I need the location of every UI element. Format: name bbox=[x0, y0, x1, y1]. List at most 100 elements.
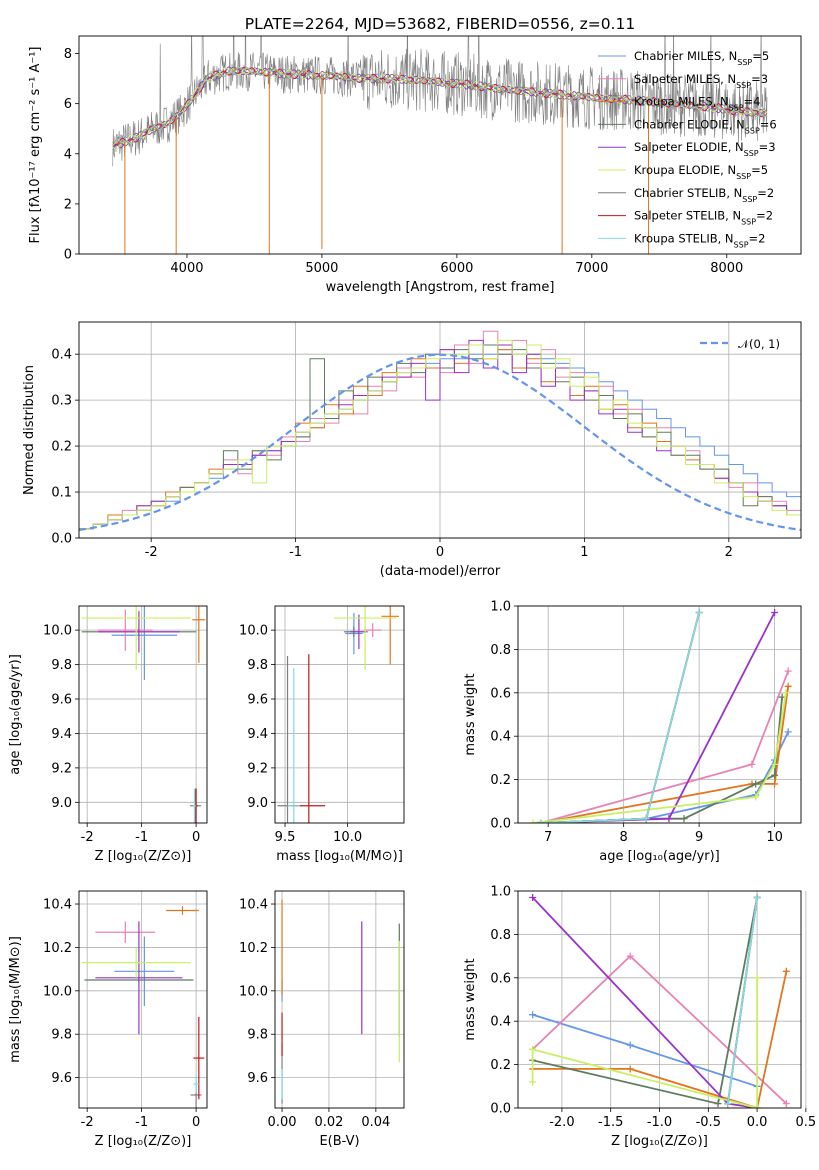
y-tick-label: 9.6 bbox=[247, 693, 268, 708]
legend-count: =6 bbox=[760, 117, 777, 131]
plot-area bbox=[281, 899, 400, 1104]
mass-vs-metallicity-chart: -2 -1 0 9.6 9.8 10.0 10.2 10.4 Z [log₁₀(Z/Z⊙)] ma… bbox=[8, 890, 208, 1149]
x-tick-label: -1 bbox=[135, 1115, 148, 1130]
spectrum-line bbox=[112, 36, 768, 167]
y-axis-label: Flux [fλ10⁻¹⁷ erg cm⁻² s⁻¹ A⁻¹] bbox=[28, 47, 43, 244]
x-tick-label: 0 bbox=[436, 545, 444, 560]
mass-weight-line bbox=[531, 977, 758, 1108]
x-tick-label: 1 bbox=[580, 545, 588, 560]
y-tick-label: 6 bbox=[64, 97, 72, 112]
plot-area bbox=[529, 894, 790, 1108]
legend-count: =5 bbox=[752, 49, 769, 63]
y-tick-label: 9.8 bbox=[247, 1028, 268, 1043]
mass-weight-marker bbox=[529, 819, 537, 823]
x-tick-label: 5000 bbox=[305, 261, 338, 276]
axes-frame bbox=[274, 890, 405, 1109]
x-tick-label: 2 bbox=[725, 545, 733, 560]
mass-weight-line bbox=[540, 612, 700, 823]
x-tick-label: 0.04 bbox=[361, 1115, 390, 1130]
x-tick-label: 0.02 bbox=[314, 1115, 343, 1130]
x-tick-label: 7 bbox=[544, 830, 552, 845]
y-tick-label: 10.4 bbox=[43, 898, 72, 913]
x-tick-label: -2 bbox=[81, 830, 94, 845]
y-tick-label: 0.4 bbox=[51, 348, 72, 363]
x-tick-label: 4000 bbox=[170, 261, 203, 276]
y-tick-label: 0.6 bbox=[490, 971, 511, 986]
y-tick-label: 0.2 bbox=[490, 773, 511, 788]
y-tick-label: 0.2 bbox=[51, 440, 72, 455]
legend-subscript: SSP bbox=[734, 240, 749, 249]
mass-weight-line bbox=[532, 971, 788, 1108]
mass-weight-line bbox=[540, 686, 790, 823]
x-axis-label: Z [log₁₀(Z/Z⊙)] bbox=[95, 1134, 192, 1149]
x-axis-label: age [log₁₀(age/yr)] bbox=[599, 849, 720, 864]
legend-label: Kroupa STELIB, NSSP=2 bbox=[634, 231, 765, 249]
mass-weight-marker bbox=[753, 974, 761, 982]
y-tick-label: 10.2 bbox=[239, 941, 268, 956]
x-tick-label: 9.5 bbox=[275, 830, 296, 845]
y-tick-label: 10.0 bbox=[239, 624, 268, 639]
plot-area bbox=[112, 36, 768, 254]
axes-frame bbox=[517, 605, 802, 824]
mass-weight-marker bbox=[529, 1078, 537, 1086]
legend-count: =5 bbox=[751, 163, 768, 177]
mass-vs-extinction-chart: 0.00 0.02 0.04 9.6 9.8 10.0 10.2 10.4 E(B-V) bbox=[239, 890, 405, 1149]
mass-weight-vs-metallicity-chart: -2.0 -1.5 -1.0 -0.5 0.0 0.5 0.0 0.2 0.4 0.6 0.8 1.0… bbox=[463, 885, 816, 1150]
mass-weight-marker bbox=[724, 1100, 732, 1108]
y-tick-label: 10.4 bbox=[239, 898, 268, 913]
spectrum-line bbox=[112, 66, 768, 147]
y-tick-label: 0.3 bbox=[51, 394, 72, 409]
x-axis-label: E(B-V) bbox=[319, 1134, 359, 1149]
x-tick-label: 8 bbox=[620, 830, 628, 845]
x-tick-label: 0.0 bbox=[747, 1115, 768, 1130]
x-tick-label: 0.5 bbox=[796, 1115, 817, 1130]
y-tick-label: 1.0 bbox=[490, 600, 511, 615]
y-axis-label: mass weight bbox=[463, 958, 478, 1040]
mass-weight-marker bbox=[537, 819, 545, 823]
x-tick-label: 0.00 bbox=[268, 1115, 297, 1130]
mass-weight-marker bbox=[714, 1100, 722, 1108]
x-axis-label: (data-model)/error bbox=[380, 564, 501, 579]
y-tick-label: 0.8 bbox=[490, 928, 511, 943]
mass-weight-marker bbox=[771, 609, 779, 617]
y-tick-label: 8 bbox=[64, 47, 72, 62]
y-tick-label: 0.2 bbox=[490, 1058, 511, 1073]
plot-area bbox=[529, 609, 792, 823]
y-axis-label: Normed distribution bbox=[22, 365, 37, 495]
legend-label: Salpeter ELODIE, NSSP=3 bbox=[634, 140, 776, 158]
mass-weight-marker bbox=[771, 780, 779, 788]
x-tick-label: -1.5 bbox=[598, 1115, 623, 1130]
y-tick-label: 9.2 bbox=[51, 761, 72, 776]
legend-count: =2 bbox=[749, 231, 766, 245]
plot-area bbox=[81, 906, 205, 1108]
y-tick-label: 2 bbox=[64, 197, 72, 212]
legend-subscript: SSP bbox=[737, 58, 752, 67]
x-tick-label: -2 bbox=[81, 1115, 94, 1130]
mass-weight-marker bbox=[771, 771, 779, 779]
y-axis-label: mass [log₁₀(M/M⊙)] bbox=[8, 936, 23, 1063]
mass-weight-line bbox=[540, 612, 700, 823]
x-tick-label: -2.0 bbox=[549, 1115, 574, 1130]
legend-subscript: SSP bbox=[729, 103, 744, 112]
legend-label: Chabrier MILES, NSSP=5 bbox=[634, 49, 769, 67]
mass-weight-marker bbox=[784, 667, 792, 675]
axes-frame bbox=[78, 35, 802, 255]
figure-title: PLATE=2264, MJD=53682, FIBERID=0556, z=0… bbox=[245, 15, 635, 33]
mass-weight-line bbox=[726, 897, 758, 1104]
y-tick-label: 0.8 bbox=[490, 643, 511, 658]
y-tick-label: 9.6 bbox=[247, 1071, 268, 1086]
y-tick-label: 1.0 bbox=[490, 885, 511, 900]
legend-label: Salpeter STELIB, NSSP=2 bbox=[634, 209, 773, 227]
spectrum-chart: 4000 5000 6000 7000 8000 0 2 4 6 8 wavelength [Ang… bbox=[28, 35, 802, 295]
spectrum-line bbox=[112, 67, 768, 150]
legend-label: Kroupa ELODIE, NSSP=5 bbox=[634, 163, 768, 181]
mass-weight-marker bbox=[782, 689, 790, 697]
x-tick-label: 7000 bbox=[575, 261, 608, 276]
mass-weight-vs-age-chart: 7 8 9 10 0.0 0.2 0.4 0.6 0.8 1.0 age [log₁₀(age/yr… bbox=[463, 600, 802, 864]
legend: Chabrier MILES, NSSP=5 Salpeter MILES, NS… bbox=[598, 49, 777, 249]
legend-label: 𝒩(0, 1) bbox=[738, 337, 780, 351]
mass-weight-marker bbox=[529, 1011, 537, 1019]
x-tick-label: 0 bbox=[192, 1115, 200, 1130]
plot-area bbox=[79, 330, 801, 531]
legend-label: Chabrier STELIB, NSSP=2 bbox=[634, 186, 774, 204]
